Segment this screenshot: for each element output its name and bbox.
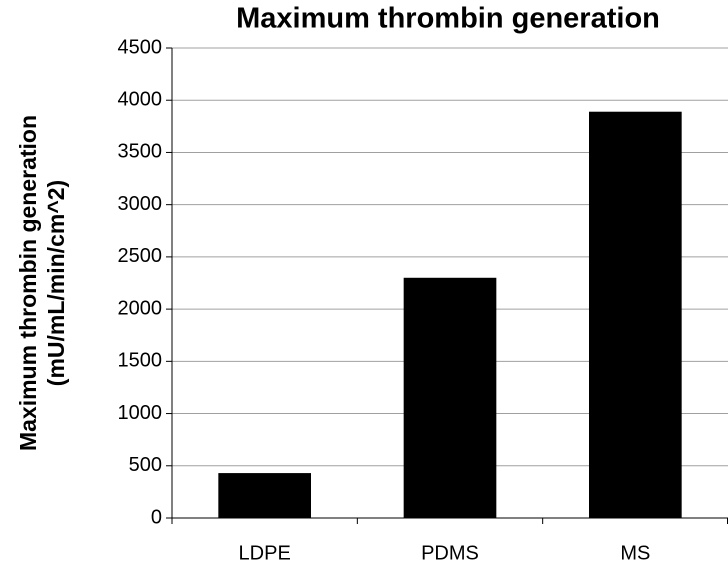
y-tick-label: 2500 (118, 245, 163, 267)
x-tick-label: MS (620, 542, 650, 564)
y-tick-label: 1500 (118, 350, 163, 372)
bar (403, 277, 497, 518)
y-axis-label-line: Maximum thrombin generation (15, 115, 41, 451)
y-axis-label: Maximum thrombin generation (mU/mL/min/c… (15, 115, 69, 451)
x-tick-label: LDPE (239, 542, 291, 564)
y-axis-label-line: (mU/mL/min/cm^2) (43, 180, 69, 386)
y-tick-label: 3500 (118, 141, 163, 163)
bar (218, 473, 311, 518)
y-tick-label: 1000 (118, 402, 163, 424)
x-tick-label: PDMS (421, 542, 479, 564)
y-tick-label: 4000 (118, 89, 163, 111)
y-tick-label: 3000 (118, 193, 163, 215)
bar (589, 111, 682, 518)
y-tick-label: 4500 (118, 36, 163, 58)
y-tick-label: 500 (129, 454, 162, 476)
y-tick-label: 0 (151, 506, 162, 528)
chart-title: Maximum thrombin generation (236, 3, 660, 35)
y-tick-label: 2000 (118, 297, 163, 319)
